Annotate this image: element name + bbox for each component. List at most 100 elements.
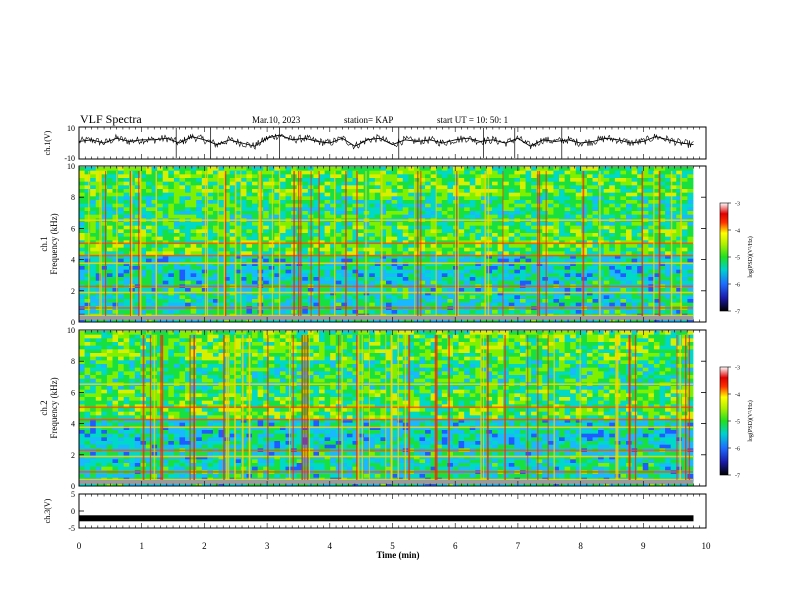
ch1-spec-cell — [123, 310, 130, 315]
ch1-spec-cell — [374, 247, 381, 252]
ch1-spec-cell — [201, 310, 208, 315]
ch1-spec-cell — [335, 240, 342, 245]
ch1-spec-cell — [564, 229, 571, 234]
ch1-spec-cell — [408, 167, 415, 172]
ch1-spec-cell — [118, 211, 125, 216]
ch2-spec-cell — [626, 331, 632, 336]
ch1-spec-cell — [324, 236, 331, 241]
ch1-spec-cell — [458, 262, 465, 267]
ch1-spec-cell — [447, 185, 454, 190]
ch1-spec-cell — [162, 288, 169, 293]
ch1-spec-cell — [637, 262, 644, 267]
ch1-spec-cell — [279, 277, 286, 282]
ch1-spec-cell — [145, 170, 152, 175]
ch1-spec-cell — [307, 167, 314, 172]
ch1-spec-cell — [179, 251, 186, 256]
ch1-spec-cell — [413, 200, 420, 205]
ch1-spec-cell — [196, 299, 203, 304]
ch1-spec-cell — [464, 178, 471, 183]
ch1-spec-cell — [441, 167, 448, 172]
ch1-spec-spheric-54 — [116, 171, 118, 317]
ch1-spec-cell — [90, 185, 97, 190]
ch1-spec-cell — [480, 295, 487, 300]
ch1-spec-cell — [665, 167, 672, 172]
ch1-spec-cell — [168, 280, 175, 285]
ch2-spec-cell — [291, 338, 298, 343]
ch1-spec-cell — [508, 236, 515, 241]
ch1-spec-cell — [430, 189, 437, 194]
ch1-spec-cell — [586, 291, 593, 296]
ch1-spec-cell — [95, 170, 102, 175]
ch1-spec-cell — [402, 233, 409, 238]
ch1-spec-cell — [240, 174, 247, 179]
ch1-spec-cell — [185, 255, 192, 260]
ch1-spec-cell — [469, 295, 476, 300]
ch1-spec-cell — [447, 207, 454, 212]
ch1-spec-cell — [313, 229, 320, 234]
ch1-spec-cell — [319, 273, 325, 278]
ch1-spec-cell — [140, 291, 147, 296]
ch1-spec-cell — [469, 174, 476, 179]
ch1-spec-cell — [185, 178, 192, 183]
ch1-spec-cell — [397, 262, 404, 267]
ch1-spec-cell — [508, 288, 515, 293]
ch2-spec-cell — [659, 334, 666, 339]
ch1-spec-cell — [229, 229, 236, 234]
ch1-spec-cell — [168, 247, 175, 252]
ch1-spec-cell — [151, 196, 158, 201]
ch1-spec-cell — [173, 244, 180, 249]
ch1-spec-cell — [665, 269, 672, 274]
ch1-spec-cell — [570, 302, 577, 307]
ch1-spec-cell — [620, 255, 627, 260]
ch1-spec-cell — [106, 277, 113, 282]
ch1-spec-cell — [123, 258, 130, 263]
ch1-spec-cell — [335, 277, 342, 282]
ch2-spec-cell — [525, 331, 532, 336]
ch1-spec-cell — [508, 291, 515, 296]
ch1-spec-cell — [229, 203, 236, 208]
ch1-spec-cell — [547, 185, 554, 190]
ch1-spec-cell — [525, 200, 532, 205]
ch1-spec-cell — [514, 310, 521, 315]
ch1-spec-cell — [508, 181, 515, 186]
ch1-spec-cell — [631, 167, 638, 172]
ch1-spec-cell — [452, 207, 459, 212]
ch1-spec-cell — [95, 288, 102, 293]
ch1-spec-cell — [274, 167, 281, 172]
ch1-spec-cell — [592, 251, 599, 256]
ch1-spec-spheric-50 — [259, 171, 262, 317]
ch1-spec-cell — [564, 258, 571, 263]
ch1-spec-cell — [570, 170, 577, 175]
ch1-spec-cell — [246, 192, 253, 197]
ch1-spec-cell — [252, 229, 259, 234]
ch1-spec-cell — [279, 185, 286, 190]
ch2-spec-cell — [151, 331, 158, 336]
ch1-spec-cell — [157, 288, 164, 293]
ch1-spec-cell — [335, 192, 342, 197]
ch1-spec-cell — [626, 236, 632, 241]
ch1-spec-cell — [358, 196, 365, 201]
ch1-spec-cell — [185, 258, 192, 263]
ch1-spec-cell — [380, 247, 387, 252]
ch1-spec-cell — [586, 174, 593, 179]
ch1-spec-cell — [653, 310, 660, 315]
ch1-spec-cell — [319, 277, 325, 282]
ch1-spec-cell — [358, 236, 365, 241]
ch1-spec-cell — [469, 225, 476, 230]
ch1-spec-cell — [531, 273, 538, 278]
ch1-spec-cell — [369, 189, 376, 194]
ch1-spec-cell — [140, 299, 147, 304]
ch1-spec-cell — [503, 258, 510, 263]
ch1-spec-cell — [598, 170, 605, 175]
ch1-spec-cell — [285, 200, 292, 205]
ch1-spec-cell — [637, 233, 644, 238]
ch1-spec-cell — [134, 266, 141, 271]
ch1-spec-cell — [285, 277, 292, 282]
ch1-spec-cell — [525, 203, 532, 208]
ch1-spec-cell — [201, 196, 208, 201]
ch1-spec-cell — [425, 233, 432, 238]
ch1-spec-cell — [480, 214, 487, 219]
ch1-spec-cell — [681, 185, 688, 190]
ch1-spec-cell — [469, 247, 476, 252]
ch1-spec-cell — [553, 211, 560, 216]
